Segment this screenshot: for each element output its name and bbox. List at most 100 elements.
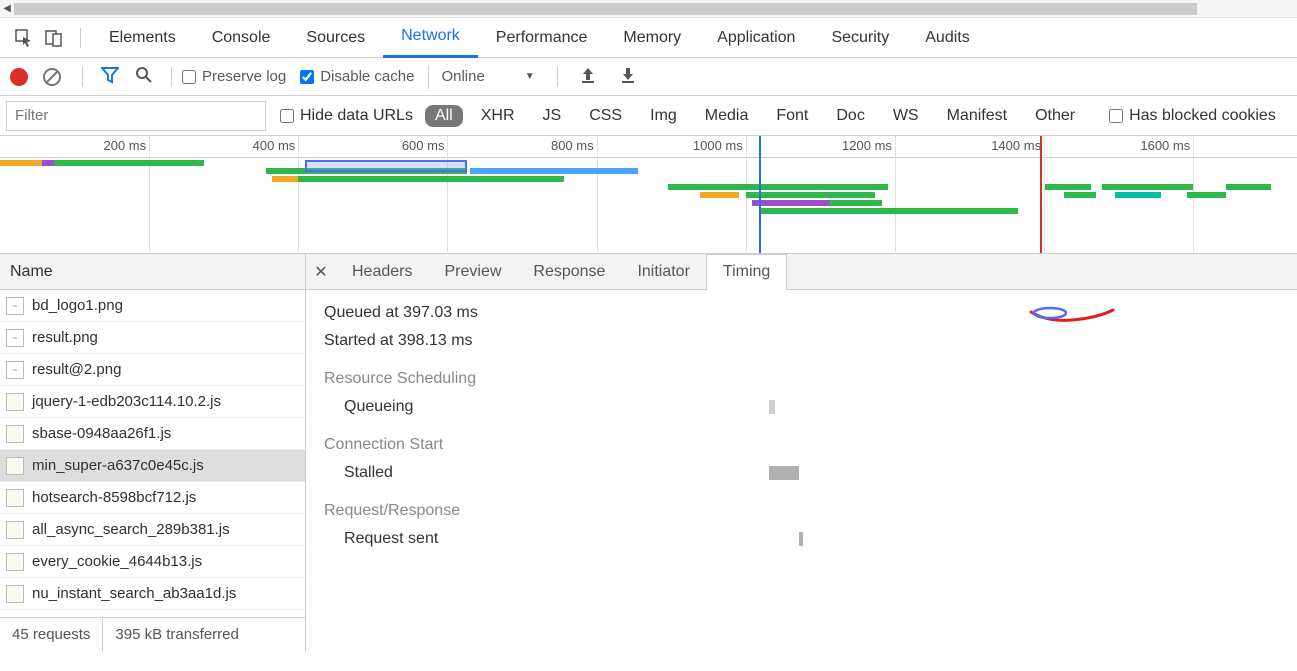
request-row[interactable]: sbase-0948aa26f1.js [0,418,305,450]
request-row[interactable]: min_super-a637c0e45c.js [0,450,305,482]
detail-tab-headers[interactable]: Headers [336,254,428,290]
filter-input[interactable] [6,101,266,131]
detail-tab-preview[interactable]: Preview [428,254,517,290]
request-row[interactable]: ~ bd_logo1.png [0,290,305,322]
clear-icon[interactable] [42,67,62,87]
tab-sources[interactable]: Sources [288,18,383,58]
domcontentloaded-line [759,136,761,253]
started-at: Started at 398.13 ms [324,332,1279,350]
request-row[interactable]: hotsearch-8598bcf712.js [0,482,305,514]
status-bar: 45 requests 395 kB transferred [0,617,305,651]
filter-type-manifest[interactable]: Manifest [937,105,1017,127]
file-name: every_cookie_4644b13.js [32,553,202,570]
close-icon[interactable]: ✕ [306,262,336,282]
ruler-tick: 1200 ms [895,136,896,254]
ruler-tick: 400 ms [298,136,299,254]
filter-type-all[interactable]: All [425,105,463,127]
overview-bar [700,192,739,198]
timing-label: Queueing [324,398,534,416]
ruler-tick: 600 ms [447,136,448,254]
disable-cache-checkbox[interactable]: Disable cache [300,68,414,85]
record-button[interactable] [10,68,28,86]
tab-elements[interactable]: Elements [91,18,194,58]
top-scrollbar[interactable]: ◀ [0,0,1297,18]
file-name: min_super-a637c0e45c.js [32,457,204,474]
request-row[interactable]: all_async_search_289b381.js [0,514,305,546]
overview-bar [668,184,888,190]
separator [171,67,172,87]
image-file-icon: ~ [6,297,24,315]
timing-label: Stalled [324,464,534,482]
overview-bar [1115,192,1160,198]
file-name: result@2.png [32,361,121,378]
request-row[interactable]: nu_instant_search_ab3aa1d.js [0,578,305,610]
file-name: bd_logo1.png [32,297,123,314]
annotation-mark [1030,305,1070,321]
inspect-icon[interactable] [10,24,38,52]
ruler-tick: 1400 ms [1044,136,1045,254]
timing-segment [769,466,799,480]
tab-network[interactable]: Network [383,18,478,58]
preserve-log-checkbox[interactable]: Preserve log [182,68,286,85]
detail-tab-initiator[interactable]: Initiator [621,254,705,290]
timing-section-title: Connection Start [324,436,1279,454]
device-toggle-icon[interactable] [40,24,68,52]
file-name: nu_instant_search_ab3aa1d.js [32,585,236,602]
scroll-left-icon[interactable]: ◀ [0,3,14,14]
overview-bar [42,160,55,166]
tab-console[interactable]: Console [194,18,289,58]
throttling-value: Online [441,68,484,85]
tab-security[interactable]: Security [813,18,907,58]
throttling-select[interactable]: Online ▼ [428,65,546,89]
script-file-icon [6,457,24,475]
image-file-icon: ~ [6,329,24,347]
script-file-icon [6,393,24,411]
filter-type-ws[interactable]: WS [883,105,929,127]
overview-bar [1187,192,1226,198]
filter-type-media[interactable]: Media [695,105,759,127]
has-blocked-checkbox[interactable]: Has blocked cookies [1109,107,1276,125]
hide-data-urls-checkbox[interactable]: Hide data URLs [280,107,413,125]
waterfall-overview[interactable]: 200 ms400 ms600 ms800 ms1000 ms1200 ms14… [0,136,1297,254]
request-row[interactable]: ~result@2.png [0,354,305,386]
script-file-icon [6,521,24,539]
filter-type-other[interactable]: Other [1025,105,1085,127]
timing-row: Queueing [324,398,1279,416]
tab-audits[interactable]: Audits [907,18,987,58]
file-name: result.png [32,329,98,346]
request-row[interactable]: ~ result.png [0,322,305,354]
filter-type-js[interactable]: JS [533,105,572,127]
overview-bar [746,192,876,198]
scroll-track[interactable] [14,3,1197,15]
name-column-header[interactable]: Name [0,254,305,290]
queued-at: Queued at 397.03 ms [324,304,1279,322]
timing-segment [799,532,803,546]
detail-tab-timing[interactable]: Timing [706,254,787,290]
overview-selection[interactable] [305,160,467,172]
request-row[interactable]: every_cookie_4644b13.js [0,546,305,578]
timing-label: Request sent [324,530,534,548]
file-name: hotsearch-8598bcf712.js [32,489,196,506]
script-file-icon [6,425,24,443]
filter-type-font[interactable]: Font [766,105,818,127]
detail-tab-response[interactable]: Response [517,254,621,290]
filter-type-doc[interactable]: Doc [826,105,874,127]
filter-type-css[interactable]: CSS [579,105,632,127]
filter-type-xhr[interactable]: XHR [471,105,525,127]
hide-data-urls-label: Hide data URLs [300,107,413,125]
download-har-icon[interactable] [620,66,636,88]
tab-memory[interactable]: Memory [605,18,699,58]
disable-cache-label: Disable cache [320,68,414,85]
load-line [1040,136,1042,253]
upload-har-icon[interactable] [580,66,596,88]
file-name: sbase-0948aa26f1.js [32,425,171,442]
tab-application[interactable]: Application [699,18,813,58]
request-row[interactable]: jquery-1-edb203c114.10.2.js [0,386,305,418]
request-list[interactable]: ~ bd_logo1.png ~ result.png ~result@2.pngjqu… [0,290,305,617]
overview-bar [830,200,882,206]
search-icon[interactable] [135,66,153,88]
tab-performance[interactable]: Performance [478,18,606,58]
filter-type-img[interactable]: Img [640,105,687,127]
request-detail-panel: ✕ HeadersPreviewResponseInitiatorTiming … [306,254,1297,651]
filter-icon[interactable] [101,66,119,88]
